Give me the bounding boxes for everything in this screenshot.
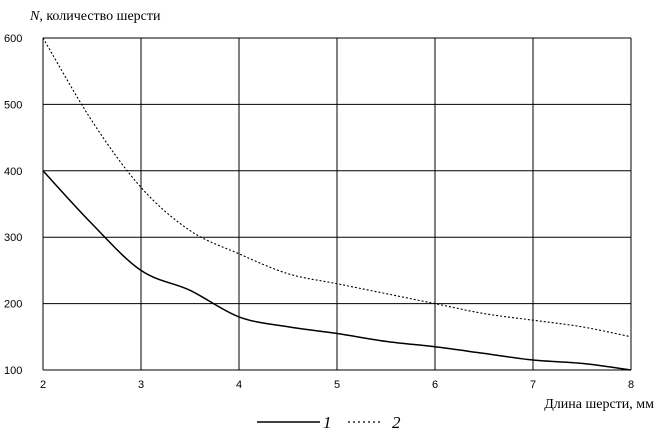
x-axis-title: Длина шерсти, мм — [544, 397, 654, 412]
y-tick-label: 200 — [4, 299, 22, 311]
y-axis-ticks: 100 200 300 400 500 600 — [4, 33, 22, 377]
x-axis-ticks: 2 3 4 5 6 7 8 — [40, 379, 634, 391]
legend: 1 2 — [257, 413, 401, 432]
x-tick-label: 8 — [628, 379, 634, 391]
x-tick-label: 2 — [40, 379, 46, 391]
y-axis-title-text: , количество шерсти — [39, 9, 161, 24]
y-axis-title: N, количество шерсти — [29, 9, 161, 24]
x-tick-label: 6 — [432, 379, 438, 391]
y-tick-label: 400 — [4, 166, 22, 178]
y-tick-label: 500 — [4, 99, 22, 111]
series-line-2 — [42, 37, 632, 338]
y-tick-label: 300 — [4, 232, 22, 244]
y-tick-label: 100 — [4, 365, 22, 377]
x-tick-label: 4 — [236, 379, 242, 391]
x-tick-label: 5 — [334, 379, 340, 391]
y-axis-title-symbol: N — [29, 9, 40, 24]
x-tick-label: 3 — [138, 379, 144, 391]
legend-label-series-2: 2 — [392, 413, 401, 432]
grid — [42, 37, 632, 371]
x-tick-label: 7 — [530, 379, 536, 391]
series-layer — [42, 37, 632, 371]
legend-label-series-1: 1 — [323, 413, 332, 432]
series-line-1 — [42, 170, 632, 371]
y-tick-label: 600 — [4, 33, 22, 45]
